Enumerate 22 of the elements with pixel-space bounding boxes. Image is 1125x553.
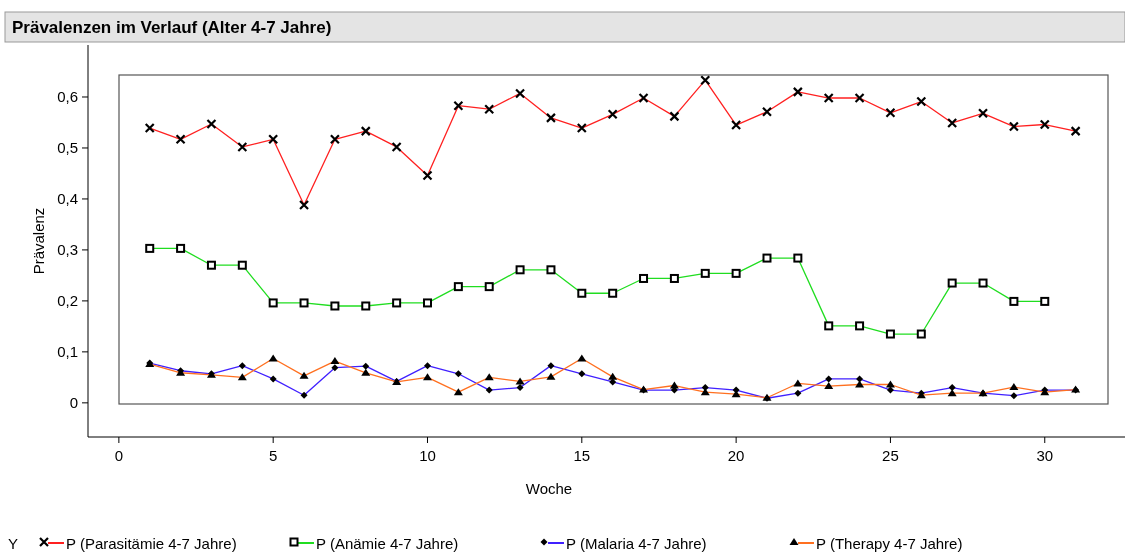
x-tick-label: 15 (573, 447, 591, 464)
chart-title: Prävalenzen im Verlauf (Alter 4-7 Jahre) (12, 18, 332, 37)
legend-label: P (Malaria 4-7 Jahre) (566, 535, 707, 552)
legend-label: P (Anämie 4-7 Jahre) (316, 535, 459, 552)
x-tick-label: 20 (727, 447, 745, 464)
x-tick-label: 5 (269, 447, 278, 464)
legend-title: Y (8, 535, 19, 552)
y-tick-label: 0,5 (57, 138, 78, 156)
y-tick-label: 0,2 (57, 291, 78, 309)
y-tick-label: 0 (69, 393, 78, 411)
y-tick-label: 0,1 (57, 342, 78, 360)
x-tick-label: 10 (419, 447, 436, 464)
legend-label: P (Therapy 4-7 Jahre) (816, 535, 963, 552)
y-tick-label: 0,6 (57, 87, 78, 105)
y-axis-title: Prävalenz (30, 207, 47, 275)
x-tick-label: 0 (114, 447, 124, 464)
x-tick-label: 30 (1036, 447, 1054, 464)
legend-label: P (Parasitämie 4-7 Jahre) (66, 535, 237, 552)
x-tick-label: 25 (882, 447, 899, 464)
y-tick-label: 0,3 (57, 240, 78, 258)
y-tick-label: 0,4 (57, 189, 78, 207)
x-axis-title: Woche (525, 480, 573, 497)
